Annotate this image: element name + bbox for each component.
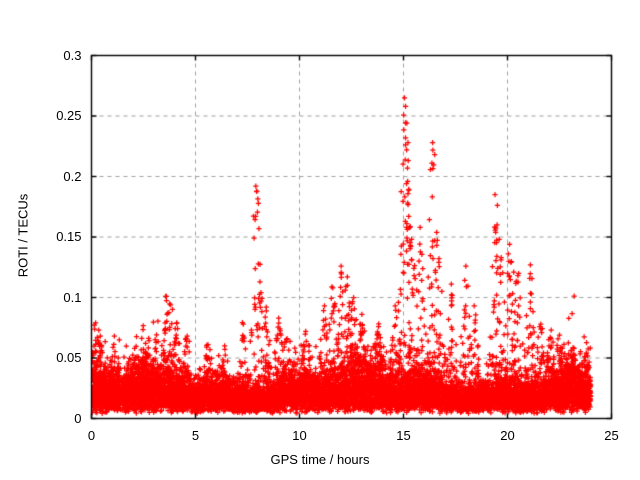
- x-axis-title: GPS time / hours: [270, 452, 370, 467]
- y-tick-label: 0.25: [56, 108, 82, 123]
- x-tick-label: 5: [191, 427, 200, 443]
- x-tick-label: 25: [604, 427, 619, 443]
- y-tick-label: 0.3: [63, 47, 82, 63]
- y-tick-label: 0: [74, 410, 82, 426]
- x-tick-label: 20: [500, 427, 515, 443]
- y-tick-label: 0.05: [56, 350, 82, 365]
- x-tick-label: 10: [292, 427, 307, 443]
- x-tick-label: 0: [87, 427, 96, 443]
- y-tick-label: 0.2: [63, 168, 82, 184]
- y-tick-label: 0.1: [63, 289, 82, 305]
- y-tick-label: 0.15: [56, 229, 82, 244]
- x-tick-label: 15: [396, 427, 411, 443]
